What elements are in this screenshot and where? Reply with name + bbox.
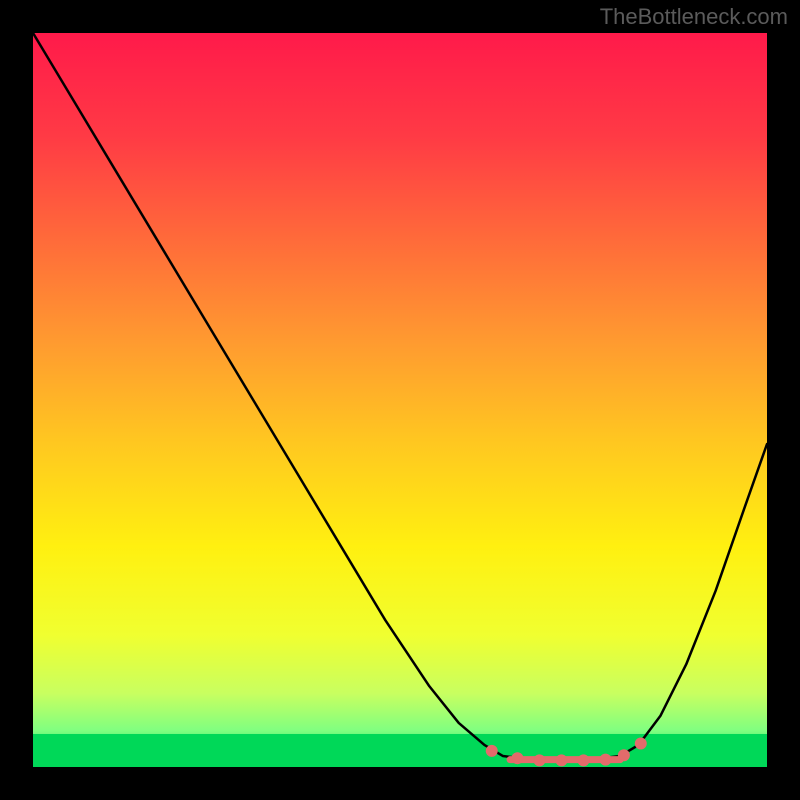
watermark-text: TheBottleneck.com: [600, 4, 788, 30]
optimal-marker: [486, 745, 497, 756]
optimal-marker: [600, 754, 611, 765]
bottleneck-chart: [0, 0, 800, 800]
chart-stage: TheBottleneck.com: [0, 0, 800, 800]
green-band: [33, 734, 767, 767]
optimal-marker: [534, 755, 545, 766]
optimal-marker: [618, 750, 629, 761]
optimal-marker: [635, 738, 646, 749]
optimal-marker: [512, 753, 523, 764]
optimal-marker: [578, 755, 589, 766]
optimal-marker: [556, 755, 567, 766]
gradient-plot-area: [33, 33, 767, 767]
